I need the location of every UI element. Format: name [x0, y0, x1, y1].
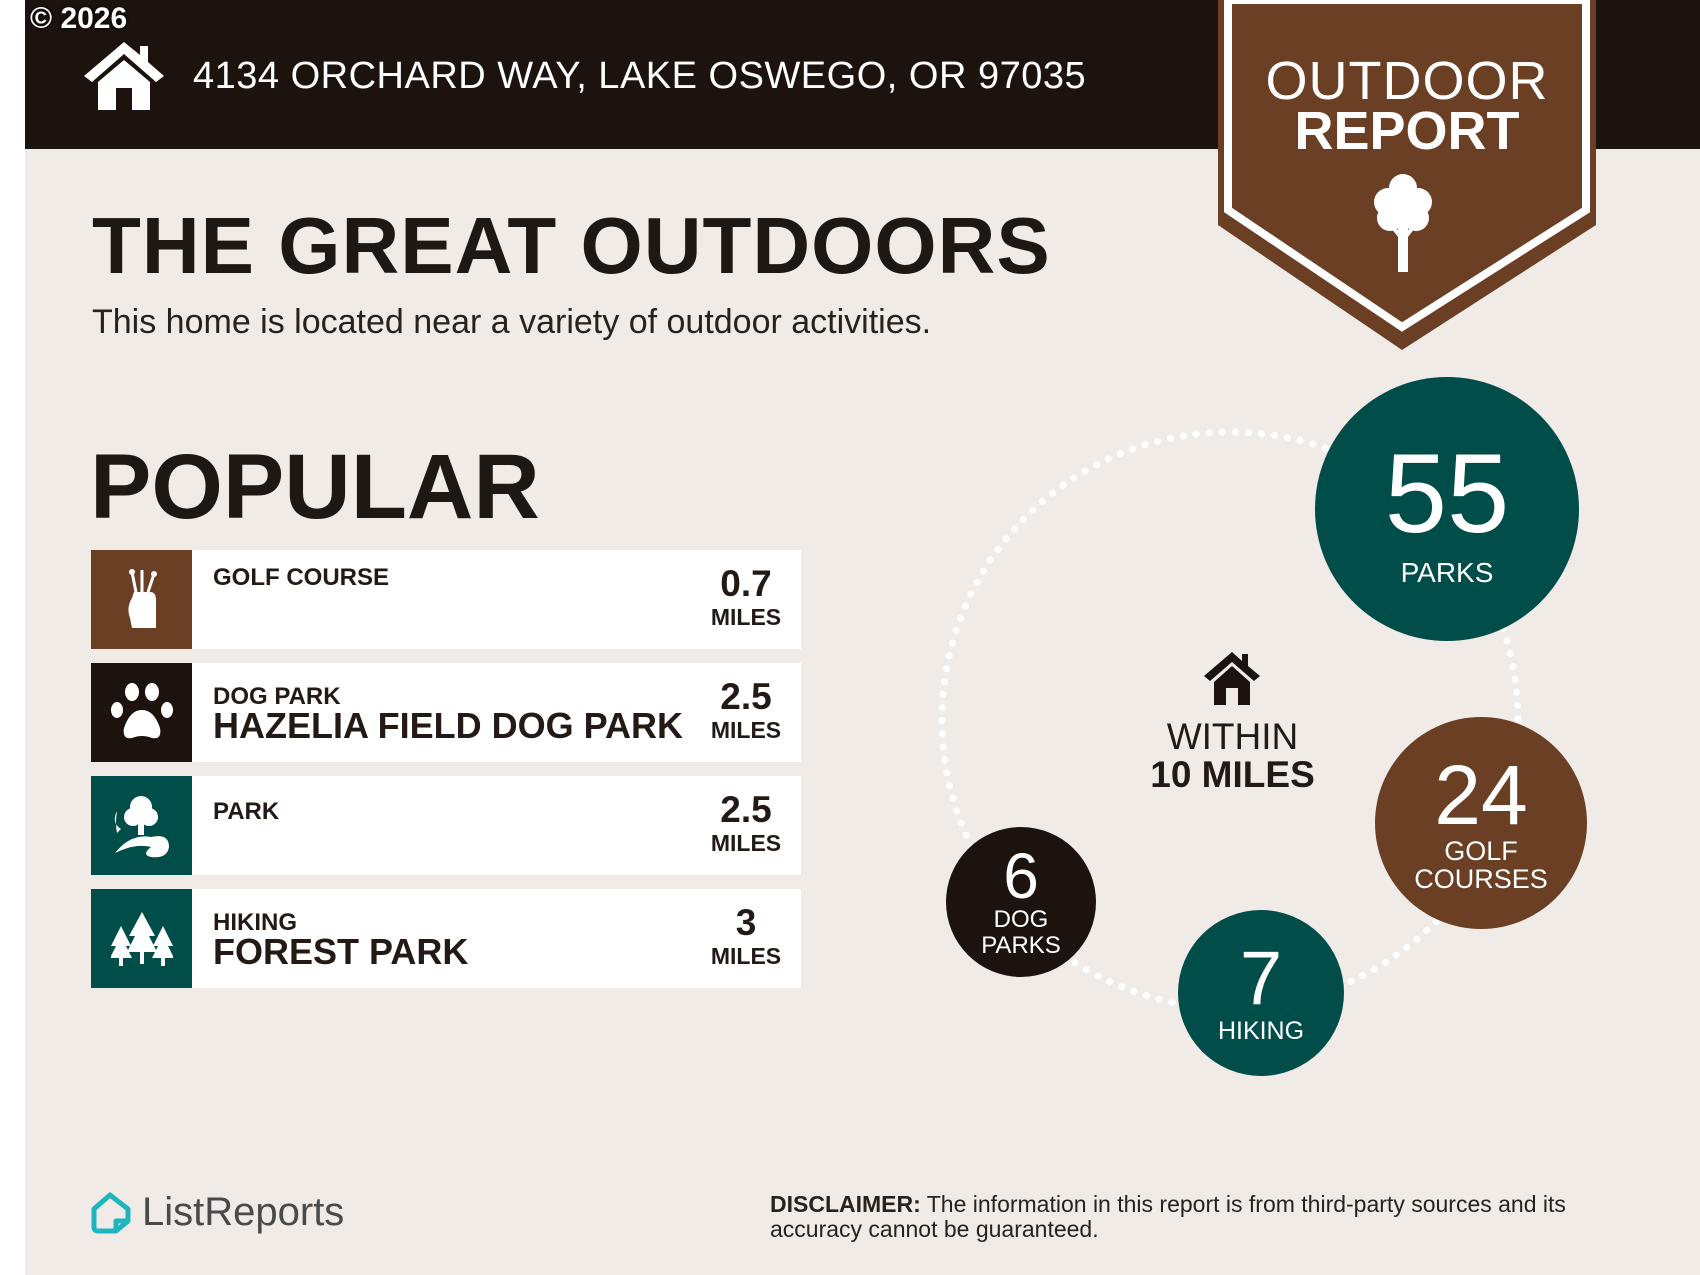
- count-label: PARKS: [1400, 557, 1494, 588]
- tree-icon: [1374, 174, 1432, 272]
- pine-trees-icon: [91, 889, 192, 988]
- item-name: FOREST PARK: [213, 931, 469, 972]
- item-distance-unit: MILES: [710, 830, 782, 856]
- item-distance-unit: MILES: [710, 943, 782, 969]
- count-value: 6: [1003, 840, 1039, 912]
- item-distance-unit: MILES: [710, 717, 782, 743]
- within-line2: 10 MILES: [1150, 754, 1315, 795]
- popular-item-dog-park: DOG PARK HAZELIA FIELD DOG PARK 2.5 MILES: [91, 663, 801, 762]
- page-title: THE GREAT OUTDOORS: [92, 201, 1051, 290]
- within-radius-label: WITHIN 10 MILES: [1100, 718, 1365, 794]
- within-line1: WITHIN: [1166, 716, 1299, 757]
- listreports-logo: ListReports: [90, 1190, 344, 1235]
- item-distance: 0.7: [720, 563, 772, 604]
- paw-icon: [91, 663, 192, 762]
- item-distance-unit: MILES: [710, 604, 782, 630]
- count-value: 7: [1239, 935, 1283, 1021]
- home-icon: [1204, 652, 1260, 705]
- page-subtitle: This home is located near a variety of o…: [92, 303, 932, 341]
- ten-mile-radius-ring: [938, 428, 1522, 1012]
- popular-heading: POPULAR: [90, 436, 540, 538]
- popular-item-hiking: HIKING FOREST PARK 3 MILES: [91, 889, 801, 988]
- dog-parks-count-circle: 6 DOG PARKS: [946, 827, 1096, 977]
- hiking-count-circle: 7 HIKING: [1178, 910, 1344, 1076]
- count-value: 55: [1384, 431, 1510, 556]
- popular-item-golf: GOLF COURSE 0.7 MILES: [91, 550, 801, 649]
- item-category: PARK: [213, 798, 280, 825]
- count-value: 24: [1434, 748, 1528, 842]
- badge-title-line2: REPORT: [1294, 101, 1520, 161]
- listreports-logo-icon: [91, 1192, 131, 1233]
- popular-item-park: PARK 2.5 MILES: [91, 776, 801, 875]
- disclaimer-label: DISCLAIMER:: [770, 1191, 921, 1217]
- item-distance: 3: [735, 902, 757, 943]
- listreports-logo-text: ListReports: [142, 1190, 345, 1234]
- park-icon: [91, 776, 192, 875]
- count-label: GOLF COURSES: [1414, 836, 1548, 894]
- item-category: GOLF COURSE: [213, 564, 390, 591]
- parks-count-circle: 55 PARKS: [1315, 377, 1579, 641]
- badge-title-line1: OUTDOOR: [1265, 51, 1549, 111]
- property-address: 4134 ORCHARD WAY, LAKE OSWEGO, OR 97035: [193, 55, 1087, 97]
- count-label: HIKING: [1217, 1016, 1305, 1045]
- house-icon: [84, 42, 164, 110]
- item-category: DOG PARK: [213, 683, 341, 710]
- item-name: HAZELIA FIELD DOG PARK: [213, 705, 683, 746]
- disclaimer-text: The information in this report is from t…: [770, 1191, 1566, 1242]
- item-distance: 2.5: [720, 676, 772, 717]
- count-label: DOG PARKS: [981, 906, 1061, 959]
- golf-bag-icon: [91, 550, 192, 649]
- copyright: © 2026: [30, 2, 128, 35]
- item-category: HIKING: [213, 909, 297, 936]
- disclaimer: DISCLAIMER: The information in this repo…: [770, 1192, 1650, 1242]
- golf-courses-count-circle: 24 GOLF COURSES: [1375, 717, 1587, 929]
- item-distance: 2.5: [720, 789, 772, 830]
